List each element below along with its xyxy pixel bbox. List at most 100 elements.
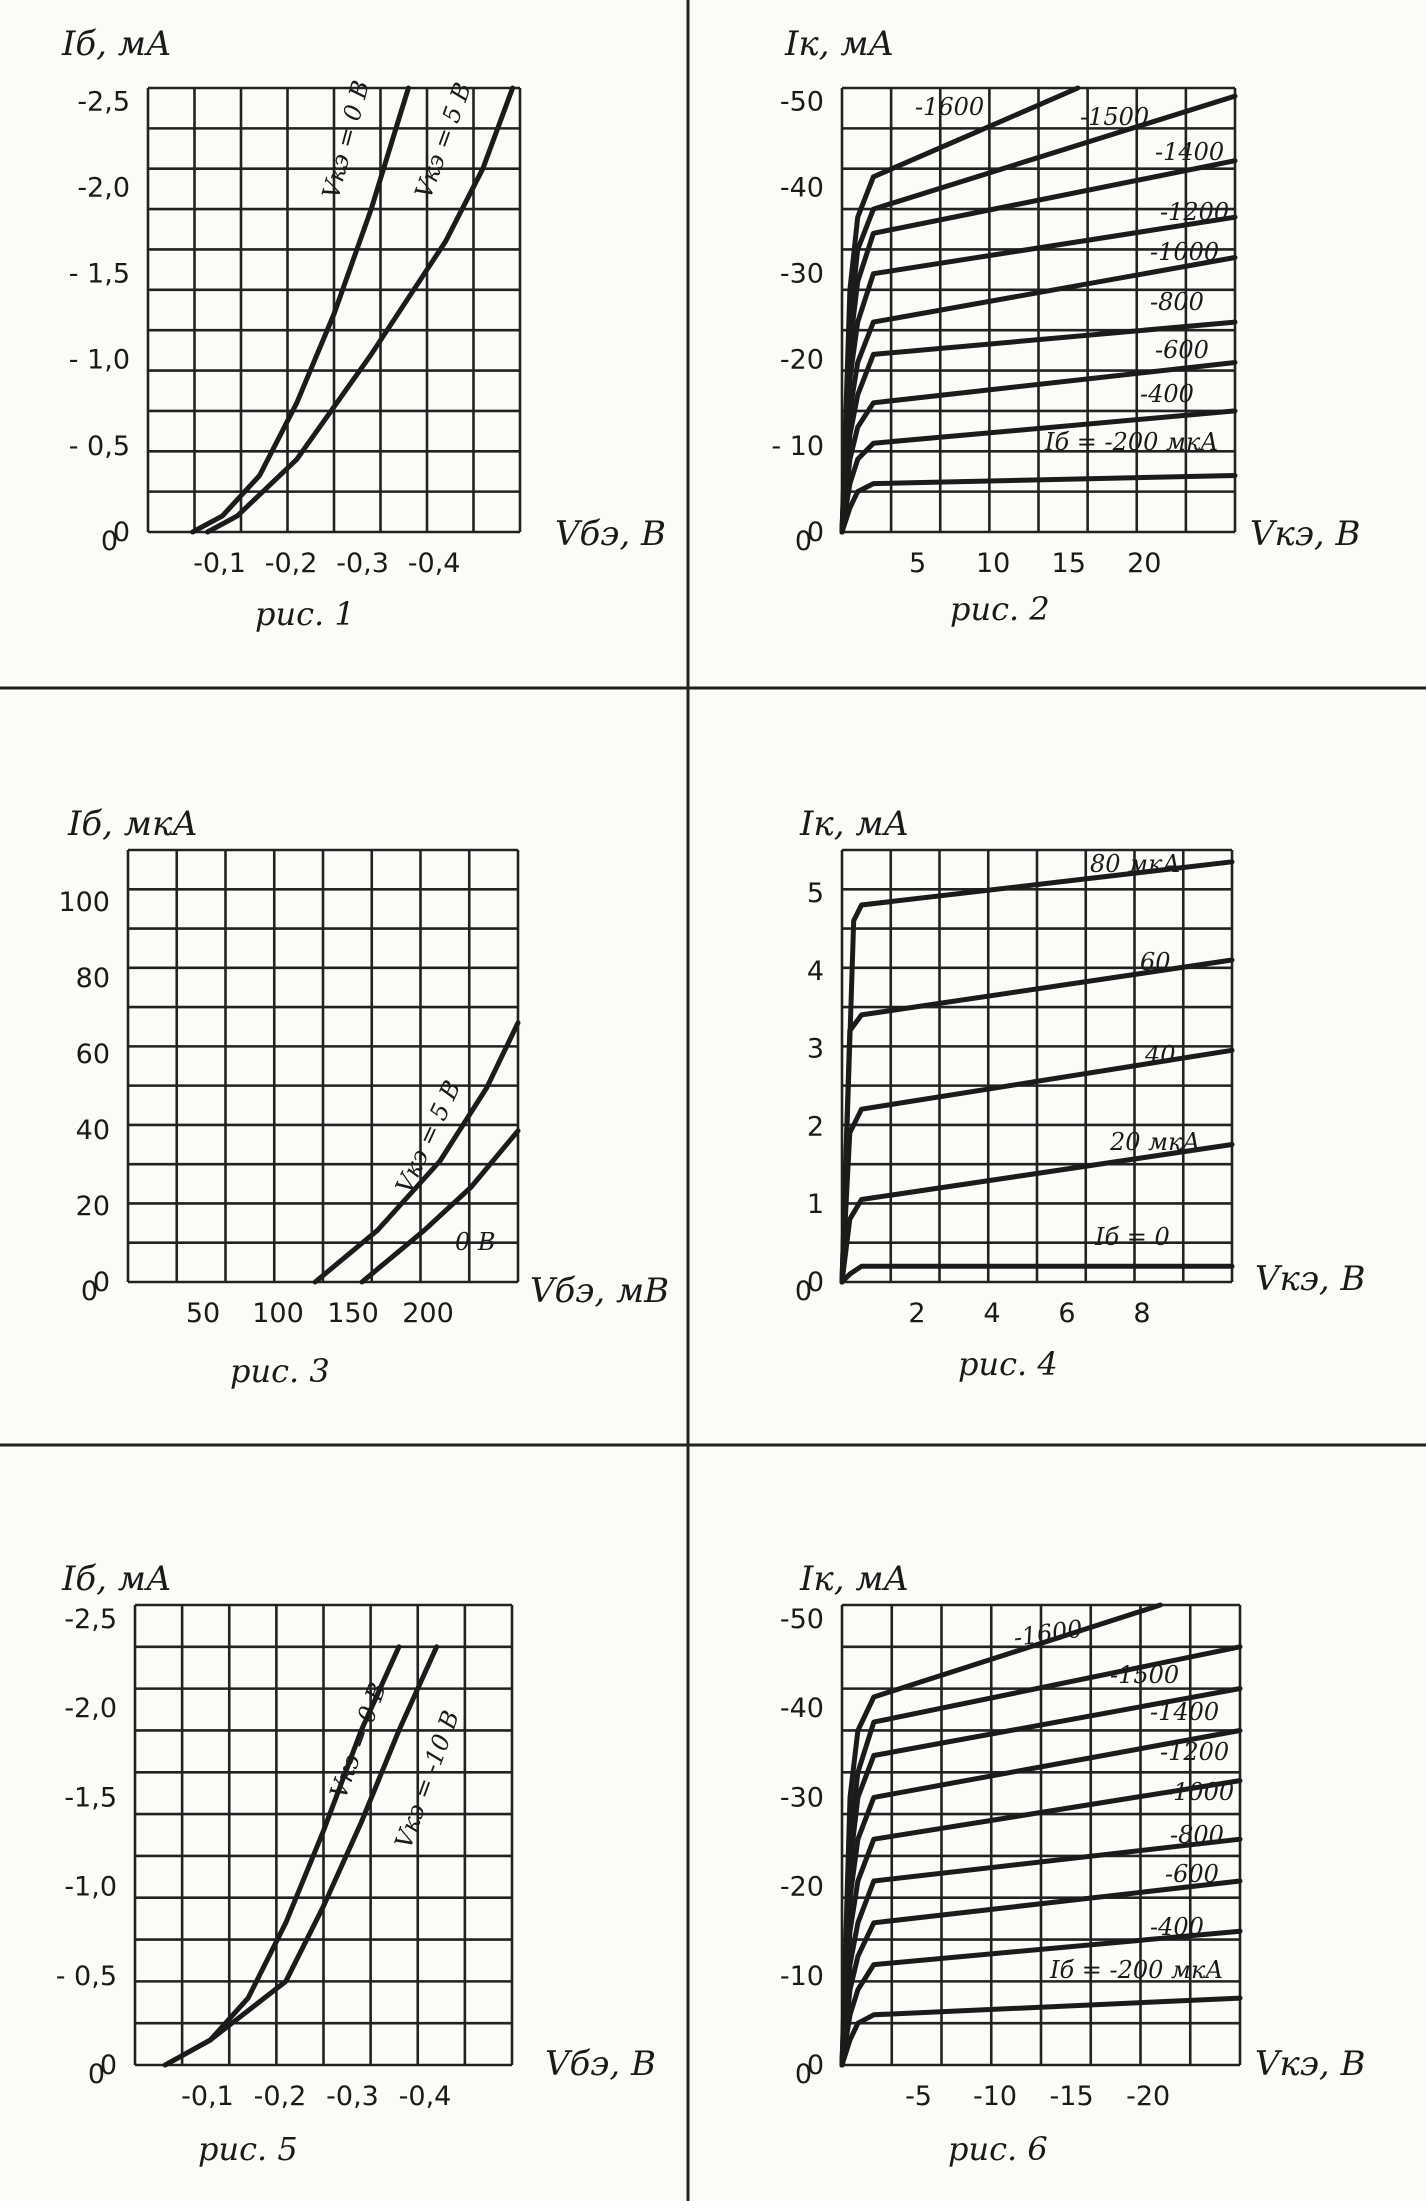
y-tick-label: -30 (780, 1782, 824, 1813)
x-axis-label: Vбэ, мВ (530, 1271, 669, 1311)
y-tick-label: -30 (780, 259, 824, 290)
y-tick-label: -2,0 (77, 172, 130, 203)
y-tick-label: -1,0 (64, 1872, 117, 1903)
curve-label: -1200 (1160, 198, 1229, 226)
x-tick-label: -5 (905, 2081, 932, 2112)
grid (146, 86, 522, 534)
y-axis-label: Iб, мА (61, 24, 172, 64)
chart-panel-1: -2,5 -2,0 - 1,5 - 1,0 - 0,5 0 -0,1 -0,2 -0,3 -0,4… (61, 24, 666, 633)
x-tick-label: 2 (908, 1298, 925, 1329)
curve-label: -400 (1140, 380, 1194, 408)
origin-label: 0 (101, 526, 118, 557)
y-tick-label: 20 (76, 1191, 110, 1222)
x-tick-label: 5 (909, 548, 926, 579)
y-tick-label: 2 (807, 1111, 824, 1142)
y-tick-label: -1,5 (64, 1782, 117, 1813)
figure-caption: рис. 2 (950, 590, 1050, 628)
y-tick-label: 3 (807, 1034, 824, 1065)
x-tick-label: -0,1 (181, 2081, 234, 2112)
series-line-2 (205, 85, 516, 535)
x-tick-label: 50 (186, 1298, 220, 1329)
y-tick-label: 0 (807, 517, 824, 548)
y-tick-label: 40 (76, 1115, 110, 1146)
y-tick-label: 0 (93, 1267, 110, 1298)
y-tick-label: 1 (807, 1189, 824, 1220)
x-tick-label: 10 (976, 548, 1010, 579)
y-tick-label: 60 (76, 1039, 110, 1070)
series-line-9 (839, 85, 1081, 535)
figure-caption: рис. 1 (255, 595, 355, 633)
figure-caption: рис. 6 (948, 2130, 1048, 2168)
y-tick-label: 0 (807, 2050, 824, 2081)
x-tick-label: -0,4 (399, 2081, 452, 2112)
x-axis-label: Vкэ, В (1250, 514, 1361, 554)
origin-label: 0 (795, 2059, 812, 2090)
grid (840, 86, 1237, 534)
y-tick-label: -20 (780, 1872, 824, 1903)
y-tick-label: 0 (807, 1267, 824, 1298)
x-axis-label: Vкэ, В (1255, 1259, 1366, 1299)
y-axis-label: Iк, мА (799, 1559, 909, 1599)
y-axis-label: Iк, мА (799, 804, 909, 844)
x-tick-label: 200 (402, 1298, 454, 1329)
curve-label: -800 (1150, 288, 1204, 316)
y-tick-label: -2,5 (64, 1604, 117, 1635)
curve-label: -1500 (1110, 1661, 1179, 1689)
y-axis-label: Iк, мА (784, 24, 894, 64)
chart-panel-5: -2,5 -2,0 -1,5 -1,0 - 0,5 0 -0,1 -0,2 -0,3 -0,4 0 I… (56, 1559, 656, 2168)
x-tick-label: -0,3 (326, 2081, 379, 2112)
curve-label: -1000 (1165, 1778, 1234, 1806)
series-line-5 (839, 859, 1235, 1285)
y-tick-label: - 0,5 (56, 1961, 117, 1992)
y-tick-label: -50 (780, 1604, 824, 1635)
grid (840, 848, 1234, 1284)
curve-label: 20 мкА (1109, 1128, 1201, 1156)
x-tick-label: -20 (1126, 2081, 1170, 2112)
x-axis-label: Vкэ, В (1255, 2044, 1366, 2084)
curve-label: -1400 (1155, 138, 1224, 166)
x-tick-label: -0,2 (254, 2081, 307, 2112)
origin-label: 0 (795, 1276, 812, 1307)
y-tick-label: - 10 (771, 431, 824, 462)
curve-label: 80 мкА (1090, 850, 1181, 878)
series-line-2 (162, 1644, 440, 2068)
y-tick-label: 5 (807, 878, 824, 909)
x-tick-label: -0,1 (193, 548, 246, 579)
figure-caption: рис. 4 (958, 1345, 1058, 1383)
origin-label: 0 (81, 1276, 98, 1307)
y-tick-label: - 0,5 (69, 431, 130, 462)
chart-panel-2: -50 -40 -30 -20 - 10 0 5 10 15 20 0 Iк, мА Vкэ, В -16… (771, 24, 1360, 628)
y-tick-label: -10 (780, 1961, 824, 1992)
y-tick-label: -40 (780, 172, 824, 203)
series-line-2 (359, 1128, 521, 1285)
x-axis-label: Vбэ, В (545, 2044, 656, 2084)
series-line-9 (839, 1602, 1163, 2068)
curve-label: Iб = -200 мкА (1049, 1956, 1223, 1984)
curve-label: -400 (1150, 1913, 1204, 1941)
y-axis-label: Iб, мА (61, 1559, 172, 1599)
figure-caption: рис. 5 (198, 2130, 298, 2168)
y-tick-label: -2,5 (77, 86, 130, 117)
x-axis-label: Vбэ, В (555, 514, 666, 554)
curve-label: 0 В (455, 1228, 496, 1256)
x-tick-label: 8 (1133, 1298, 1150, 1329)
x-tick-label: -15 (1050, 2081, 1094, 2112)
x-tick-label: -10 (973, 2081, 1017, 2112)
curve-label: 40 (1144, 1041, 1176, 1069)
x-tick-label: 4 (983, 1298, 1000, 1329)
y-tick-label: - 1,5 (69, 259, 130, 290)
y-tick-label: -20 (780, 345, 824, 376)
x-tick-label: 6 (1058, 1298, 1075, 1329)
grid (126, 848, 520, 1284)
curve-label: -1200 (1160, 1738, 1229, 1766)
curve-label: -600 (1155, 336, 1209, 364)
y-tick-label: -50 (780, 86, 824, 117)
curve-label: Vкэ = 5 В (409, 79, 477, 202)
x-tick-label: -0,2 (265, 548, 318, 579)
curve-label: Vкэ = 0 В (324, 1679, 392, 1802)
curve-label: 60 (1140, 948, 1171, 976)
curve-label: Iб = -200 мкА (1044, 428, 1218, 456)
curve-label: -1000 (1150, 238, 1219, 266)
series-line-1 (839, 1263, 1235, 1285)
